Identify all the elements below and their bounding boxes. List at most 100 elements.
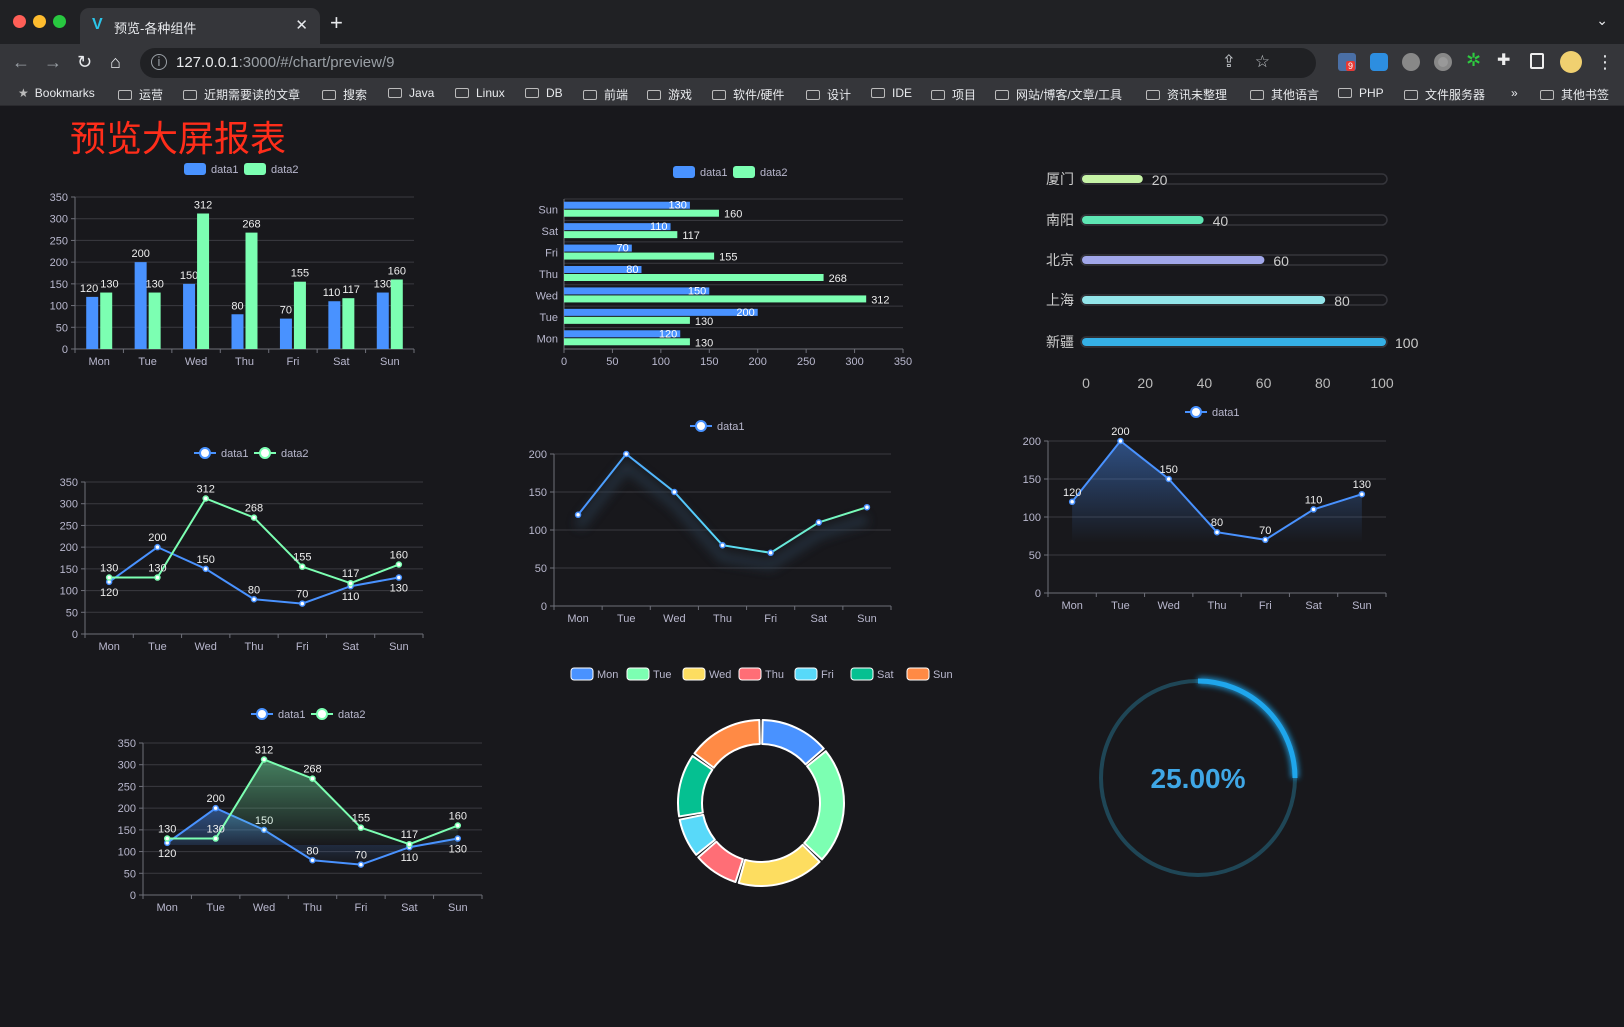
extension-icon[interactable]: 9 [1338,53,1356,71]
bar-value-label: 155 [719,252,737,264]
x-tick-label: Sun [1352,600,1372,612]
progress-track [1080,294,1388,306]
bookmark-folder[interactable]: 软件/硬件 [712,86,784,103]
data-point [406,840,413,848]
close-tab-icon[interactable]: ✕ [295,17,308,34]
data-label: 110 [1305,494,1323,506]
bar-value-label: 130 [100,279,118,291]
x-tick-label: Fri [1259,600,1272,612]
browser-tab[interactable]: V 预览-各种组件 ✕ [80,8,320,44]
legend-label: Sun [933,669,953,681]
minimize-window-button[interactable] [33,15,46,28]
legend-label: data1 [211,164,239,176]
avatar[interactable] [1560,51,1582,73]
reload-icon[interactable]: ↻ [77,52,93,72]
data-point [357,824,365,831]
bookmark-folder[interactable]: 运营 [118,86,163,103]
bookmark-folder[interactable]: IDE [871,86,912,100]
forward-icon[interactable]: → [44,52,62,72]
data-label: 130 [206,824,224,836]
x-tick-label: Thu [235,356,254,368]
page-title: 预览大屏报表 [70,118,287,159]
data-point [719,541,726,549]
side-panel-icon[interactable] [1530,53,1544,69]
bookmark-folder[interactable]: 搜索 [322,86,367,103]
data-point [105,574,113,581]
other-bookmarks-folder[interactable]: 其他书签 [1540,86,1609,103]
bar-value-label: 80 [626,264,638,276]
bookmark-folder[interactable]: 游戏 [647,86,692,103]
share-icon[interactable]: ⇪ [1221,52,1236,71]
data-label: 200 [1111,426,1129,438]
new-tab-button[interactable]: + [330,10,343,35]
circle-extension-icon[interactable] [1434,53,1452,71]
folder-icon [647,90,661,100]
folder-icon [806,90,820,100]
more-bookmarks-button[interactable]: » [1511,86,1518,100]
address-bar[interactable]: i 127.0.0.1:3000/#/chart/preview/9 ⇪ ☆ [140,48,1316,78]
bookmark-folder[interactable]: 资讯未整理 [1146,86,1227,103]
bookmark-folder[interactable]: 网站/博客/文章/工具 [995,86,1122,103]
data-point [299,600,306,607]
y-tick-label: 100 [50,301,68,313]
legend-label: data2 [271,164,299,176]
bookmark-label: 项目 [952,88,977,102]
x-tick-label: 80 [1315,375,1331,391]
gem-extension-icon[interactable] [1370,53,1388,71]
bookmark-folder[interactable]: Java [388,86,434,100]
y-tick-label: 350 [118,738,136,750]
legend-swatch [626,667,650,681]
back-icon[interactable]: ← [12,52,30,72]
menu-icon[interactable]: ⋮ [1596,52,1614,72]
info-icon[interactable]: i [151,54,167,70]
y-tick-label: 100 [1023,512,1041,524]
x-tick-label: Mon [98,641,119,653]
x-tick-label: Thu [245,641,264,653]
y-tick-label: 200 [529,449,547,461]
star-extension-icon[interactable]: ✲ [1466,50,1482,70]
bookmark-folder[interactable]: Linux [455,86,505,100]
data-label: 155 [293,552,311,564]
data-point [202,495,209,502]
x-tick-label: Wed [253,902,275,914]
legend-marker [199,447,211,459]
bookmark-folder[interactable]: 其他语言 [1250,86,1319,103]
gauge-progress-arc [1197,678,1298,779]
bookmarks-button[interactable]: ★ Bookmarks [18,86,95,100]
bookmark-folder[interactable]: 近期需要读的文章 [183,86,300,103]
bar-value-label: 160 [724,209,742,221]
x-tick-label: 0 [1082,375,1090,391]
legend-swatch [733,166,755,178]
data-point [395,561,403,568]
bookmark-folder[interactable]: PHP [1338,86,1384,100]
y-tick-label: 200 [50,257,68,269]
folder-icon [583,90,597,100]
close-window-button[interactable] [13,15,26,28]
bookmark-folder[interactable]: DB [525,86,563,100]
bar-value-label: 130 [695,337,713,349]
bookmark-star-icon[interactable]: ☆ [1254,52,1270,71]
bookmark-folder[interactable]: 文件服务器 [1404,86,1485,103]
bookmark-folder[interactable]: 项目 [931,86,976,103]
puzzle-icon[interactable]: ✚ [1497,52,1511,69]
x-tick-label: 300 [845,356,863,368]
bar-value-label: 130 [145,279,163,291]
command-extension-icon[interactable] [1402,53,1420,71]
progress-value: 60 [1273,253,1289,269]
bookmark-label: IDE [892,86,913,100]
tab-search-chevron-icon[interactable]: ⌄ [1596,12,1608,28]
legend-label: Mon [597,669,618,681]
bar [564,287,710,295]
bookmark-folder[interactable]: 前端 [583,86,628,103]
x-tick-label: Thu [713,613,732,625]
bookmark-folder[interactable]: 设计 [806,86,851,103]
maximize-window-button[interactable] [53,15,66,28]
y-tick-label: 100 [529,525,547,537]
progress-fill [1082,175,1143,183]
home-icon[interactable]: ⌂ [110,52,121,72]
bookmark-label: 游戏 [668,88,693,102]
data-label: 80 [248,584,260,596]
data-point [1068,498,1076,506]
y-tick-label: 50 [124,868,136,880]
data-label: 70 [1259,525,1271,537]
